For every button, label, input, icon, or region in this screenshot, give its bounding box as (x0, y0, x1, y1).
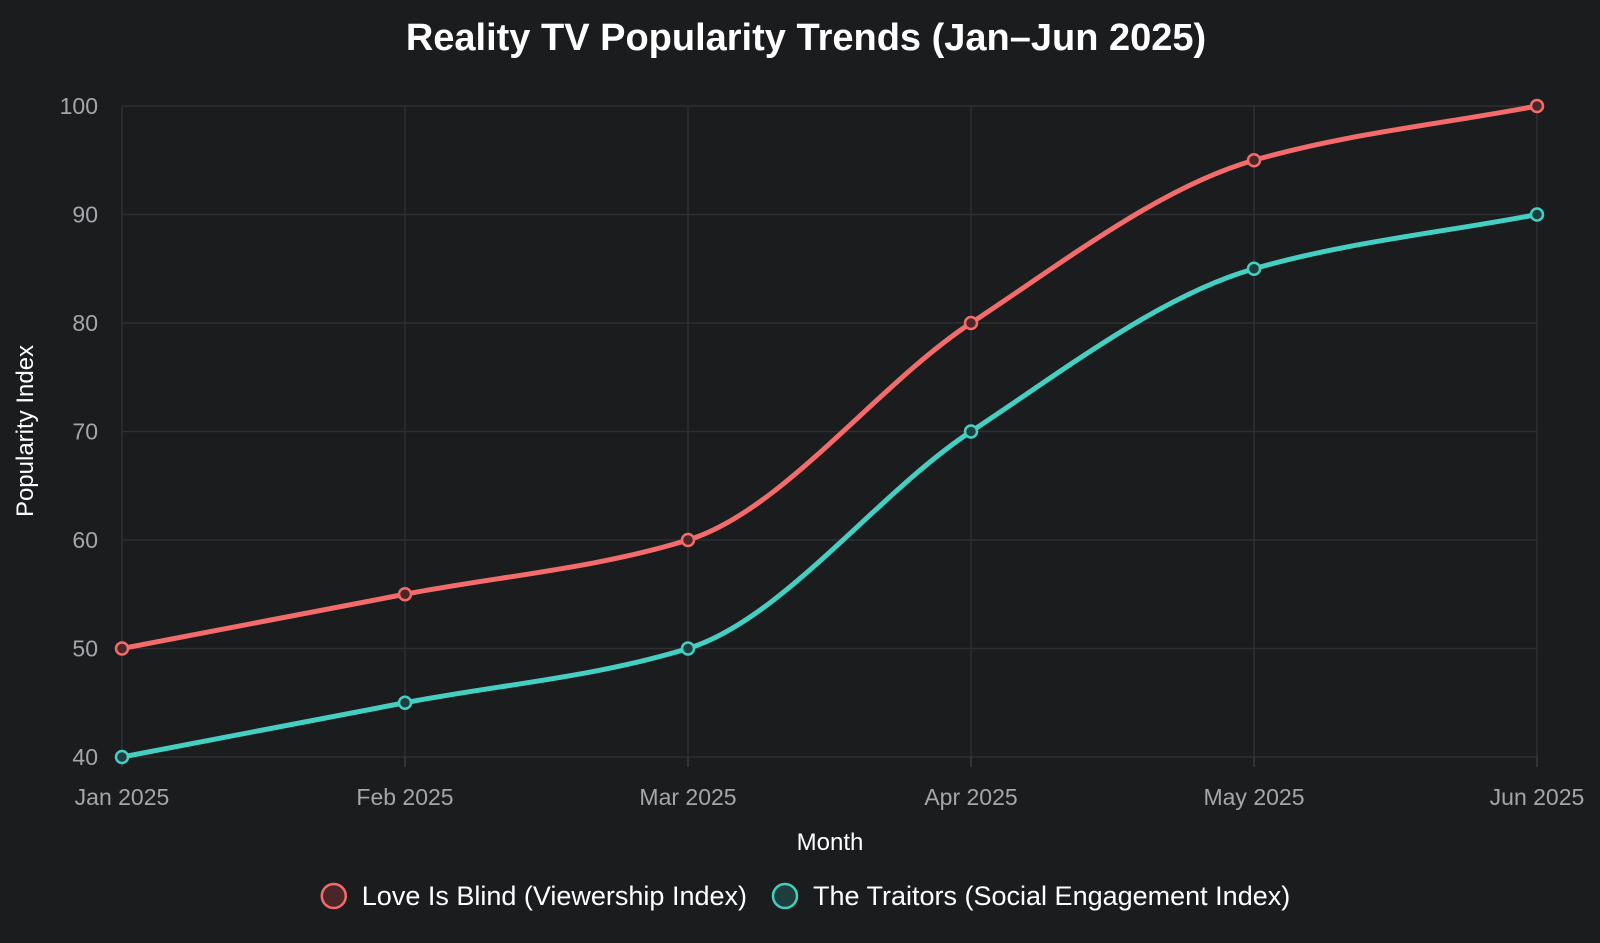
legend-marker (771, 882, 799, 910)
data-point-series-1[interactable] (1246, 153, 1262, 168)
data-point-series-1[interactable] (397, 587, 413, 602)
legend-label: The Traitors (Social Engagement Index) (813, 881, 1290, 911)
x-axis-title: Month (797, 829, 864, 856)
data-point-series-2[interactable] (397, 695, 413, 710)
data-point-series-2[interactable] (680, 641, 696, 656)
data-point-series-1[interactable] (114, 641, 130, 656)
y-tick-label: 50 (72, 636, 98, 662)
y-tick-label: 100 (60, 93, 98, 119)
x-tick-label: Apr 2025 (924, 784, 1017, 810)
x-tick-label: Feb 2025 (356, 784, 453, 810)
data-point-series-1[interactable] (1529, 98, 1545, 114)
legend-marker (320, 882, 348, 910)
x-tick-label: May 2025 (1203, 784, 1304, 810)
data-point-series-1[interactable] (680, 532, 696, 548)
x-tick-label: Jun 2025 (1490, 784, 1585, 810)
legend-item-2[interactable]: The Traitors (Social Engagement Index) (771, 881, 1290, 911)
y-tick-label: 60 (72, 527, 98, 553)
data-point-series-2[interactable] (1246, 261, 1262, 276)
chart-title: Reality TV Popularity Trends (Jan–Jun 20… (406, 17, 1206, 59)
x-axis-ticks: Jan 2025 Feb 2025 Mar 2025 Apr 2025 May 2025… (75, 757, 1585, 810)
y-axis-ticks: 40 50 60 70 80 90 100 (60, 93, 98, 770)
series-line-1 (119, 103, 1540, 651)
y-tick-label: 80 (72, 310, 98, 336)
y-tick-label: 90 (72, 202, 98, 228)
series-lines (119, 103, 1540, 760)
legend-label: Love Is Blind (Viewership Index) (362, 881, 747, 911)
data-point-series-2[interactable] (1529, 207, 1545, 222)
x-tick-label: Mar 2025 (639, 784, 736, 810)
y-tick-label: 70 (72, 419, 98, 445)
data-point-series-2[interactable] (114, 749, 130, 765)
legend[interactable]: Love Is Blind (Viewership Index) The Trai… (320, 881, 1290, 911)
series-line-2 (119, 212, 1540, 760)
data-point-series-1[interactable] (963, 315, 979, 331)
y-tick-label: 40 (72, 744, 98, 770)
data-point-series-2[interactable] (963, 424, 979, 439)
legend-item-1[interactable]: Love Is Blind (Viewership Index) (320, 881, 747, 911)
y-axis-title: Popularity Index (12, 345, 39, 517)
series-markers (114, 98, 1545, 765)
grid (121, 105, 1538, 758)
x-tick-label: Jan 2025 (75, 784, 170, 810)
